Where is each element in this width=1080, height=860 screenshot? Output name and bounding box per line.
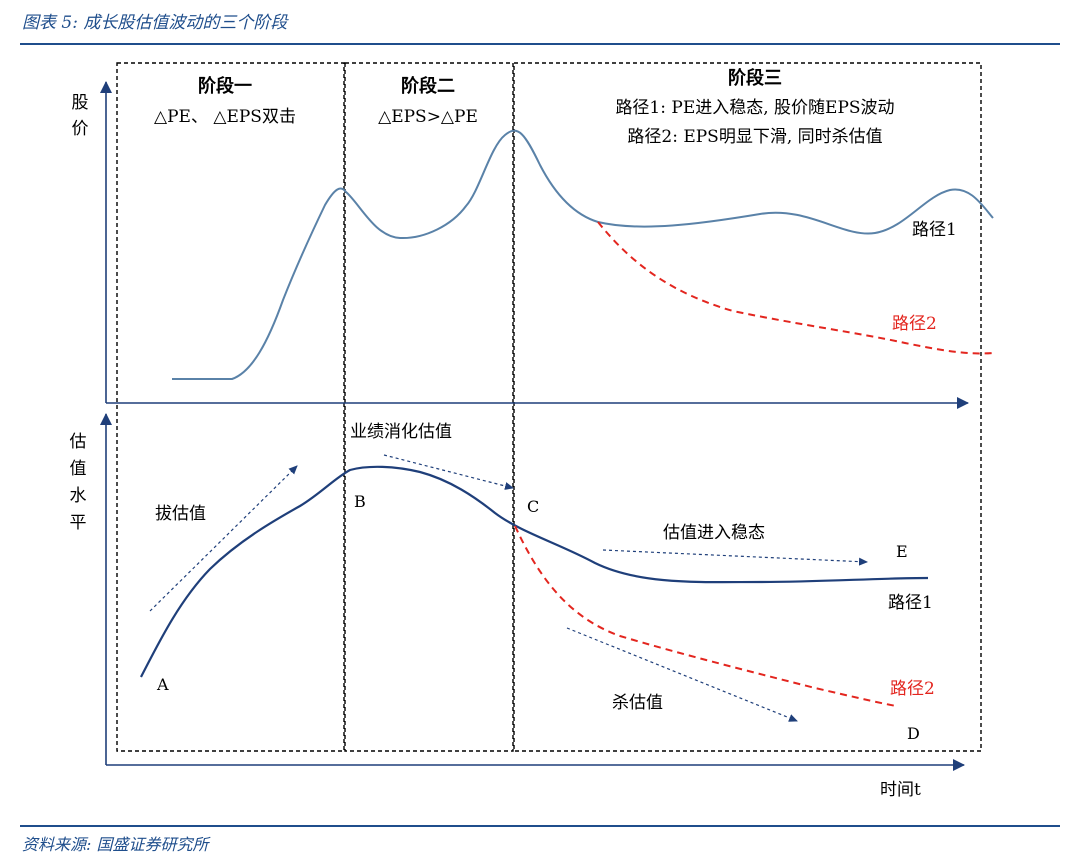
bottom-xlabel: 时间t bbox=[880, 780, 921, 800]
bottom-path2-label: 路径2 bbox=[890, 679, 935, 699]
stage3-box bbox=[513, 62, 982, 752]
stable-valuation-arrow bbox=[602, 549, 868, 566]
top-path2-label: 路径2 bbox=[892, 314, 937, 334]
point-e-label: E bbox=[896, 542, 908, 561]
stage3-path1-desc: 路径1: PE进入稳态, 股价随EPS波动 bbox=[615, 98, 894, 118]
bottom-ylabel-char-4: 平 bbox=[70, 513, 87, 533]
stock-price-path2-curve bbox=[597, 221, 994, 355]
bottom-ylabel-char-3: 水 bbox=[70, 486, 87, 506]
bottom-ylabel-char-2: 值 bbox=[70, 459, 87, 479]
digest-valuation-label: 业绩消化估值 bbox=[350, 422, 452, 442]
digest-valuation-arrow bbox=[383, 454, 514, 490]
kill-valuation-label: 杀估值 bbox=[612, 693, 663, 713]
stage1-box bbox=[116, 62, 345, 752]
point-d-label: D bbox=[907, 724, 920, 743]
raise-valuation-label: 拔估值 bbox=[155, 504, 206, 524]
valuation-path2-curve bbox=[514, 525, 897, 707]
bottom-path1-label: 路径1 bbox=[888, 593, 933, 613]
figure-title: 图表 5: 成长股估值波动的三个阶段 bbox=[22, 13, 289, 33]
stage2-desc: △EPS>△PE bbox=[378, 107, 478, 127]
raise-valuation-arrow bbox=[149, 465, 298, 612]
stage2-heading: 阶段二 bbox=[401, 75, 455, 97]
point-c-label: C bbox=[527, 497, 539, 516]
figure-source: 资料来源: 国盛证券研究所 bbox=[22, 835, 211, 854]
point-a-label: A bbox=[156, 675, 169, 694]
stock-price-path1-curve bbox=[172, 129, 994, 380]
bottom-ylabel-char-1: 估 bbox=[70, 432, 87, 452]
stage2-box bbox=[344, 62, 514, 752]
top-ylabel-char-1: 股 bbox=[72, 93, 89, 113]
point-b-label: B bbox=[354, 492, 366, 511]
stage1-desc: △PE、 △EPS双击 bbox=[154, 107, 296, 127]
stage3-heading: 阶段三 bbox=[728, 67, 782, 89]
stable-valuation-label: 估值进入稳态 bbox=[663, 523, 765, 543]
stage3-path2-desc: 路径2: EPS明显下滑, 同时杀估值 bbox=[627, 127, 882, 147]
top-ylabel-char-2: 价 bbox=[72, 119, 89, 139]
kill-valuation-arrow bbox=[566, 627, 798, 722]
top-path1-label: 路径1 bbox=[912, 220, 957, 240]
stage1-heading: 阶段一 bbox=[198, 75, 252, 97]
valuation-path1-curve bbox=[140, 465, 929, 678]
